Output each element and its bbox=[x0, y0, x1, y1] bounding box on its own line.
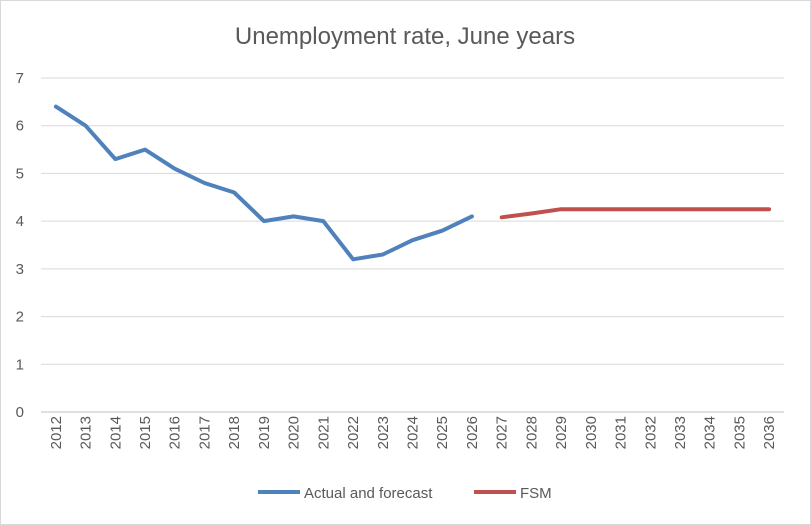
x-tick-label-2013: 2013 bbox=[78, 416, 95, 449]
series-line-fsm bbox=[499, 207, 772, 220]
legend-label-fsm: FSM bbox=[520, 485, 552, 502]
x-tick-label-2033: 2033 bbox=[672, 416, 689, 449]
legend: Actual and forecast FSM bbox=[258, 485, 552, 502]
series-lines bbox=[53, 104, 772, 262]
x-tick-label-2029: 2029 bbox=[553, 416, 570, 449]
y-tick-label-5: 5 bbox=[16, 165, 24, 182]
x-tick-label-2018: 2018 bbox=[226, 416, 243, 449]
y-tick-label-0: 0 bbox=[16, 404, 24, 421]
x-tick-label-2012: 2012 bbox=[48, 416, 65, 449]
x-tick-label-2027: 2027 bbox=[494, 416, 511, 449]
x-tick-label-2014: 2014 bbox=[107, 416, 124, 449]
x-tick-label-2036: 2036 bbox=[761, 416, 778, 449]
chart-title: Unemployment rate, June years bbox=[235, 23, 575, 50]
x-tick-label-2026: 2026 bbox=[464, 416, 481, 449]
legend-label-actual-and-forecast: Actual and forecast bbox=[304, 485, 433, 502]
x-tick-label-2024: 2024 bbox=[405, 416, 422, 449]
y-tick-label-6: 6 bbox=[16, 118, 24, 135]
x-axis-ticks: 2012 2013 2014 2015 2016 2017 2018 2019 2020 2021… bbox=[48, 416, 778, 449]
x-tick-label-2032: 2032 bbox=[642, 416, 659, 449]
y-tick-label-1: 1 bbox=[16, 356, 24, 373]
x-tick-label-2021: 2021 bbox=[315, 416, 332, 449]
x-tick-label-2019: 2019 bbox=[256, 416, 273, 449]
series-line-actual-and-forecast bbox=[53, 104, 474, 262]
y-tick-label-2: 2 bbox=[16, 309, 24, 326]
x-tick-label-2028: 2028 bbox=[523, 416, 540, 449]
x-tick-label-2020: 2020 bbox=[286, 416, 303, 449]
x-tick-label-2030: 2030 bbox=[583, 416, 600, 449]
x-tick-label-2022: 2022 bbox=[345, 416, 362, 449]
x-tick-label-2023: 2023 bbox=[375, 416, 392, 449]
y-tick-label-3: 3 bbox=[16, 261, 24, 278]
y-tick-label-7: 7 bbox=[16, 70, 24, 87]
y-tick-label-4: 4 bbox=[16, 213, 24, 230]
x-tick-label-2015: 2015 bbox=[137, 416, 154, 449]
x-tick-label-2034: 2034 bbox=[702, 416, 719, 449]
y-axis-ticks: 0 1 2 3 4 5 6 7 bbox=[16, 70, 24, 421]
gridlines bbox=[41, 77, 784, 413]
x-tick-label-2016: 2016 bbox=[167, 416, 184, 449]
x-tick-label-2017: 2017 bbox=[196, 416, 213, 449]
x-tick-label-2025: 2025 bbox=[434, 416, 451, 449]
x-tick-label-2035: 2035 bbox=[731, 416, 748, 449]
x-tick-label-2031: 2031 bbox=[613, 416, 630, 449]
